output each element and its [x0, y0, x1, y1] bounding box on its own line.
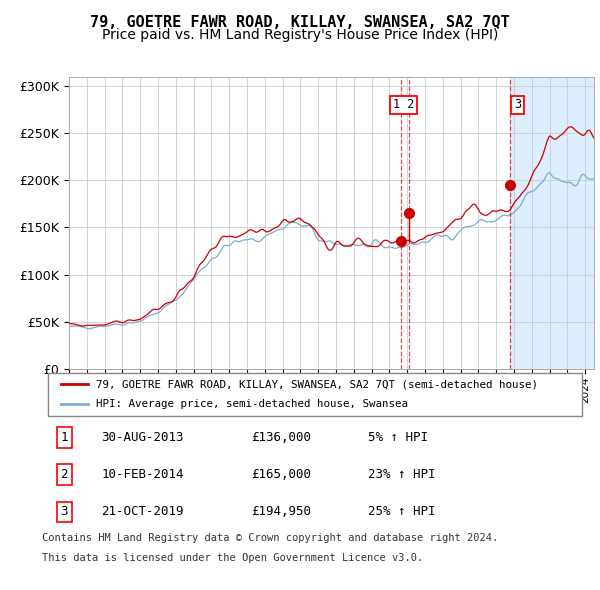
- Text: Contains HM Land Registry data © Crown copyright and database right 2024.: Contains HM Land Registry data © Crown c…: [42, 533, 498, 543]
- Text: 2: 2: [60, 468, 68, 481]
- Text: £165,000: £165,000: [251, 468, 311, 481]
- Text: 3: 3: [60, 505, 68, 519]
- Text: 25% ↑ HPI: 25% ↑ HPI: [368, 505, 436, 519]
- Text: 79, GOETRE FAWR ROAD, KILLAY, SWANSEA, SA2 7QT (semi-detached house): 79, GOETRE FAWR ROAD, KILLAY, SWANSEA, S…: [96, 379, 538, 389]
- Text: 23% ↑ HPI: 23% ↑ HPI: [368, 468, 436, 481]
- Text: This data is licensed under the Open Government Licence v3.0.: This data is licensed under the Open Gov…: [42, 553, 423, 563]
- Text: 1: 1: [60, 431, 68, 444]
- Text: £136,000: £136,000: [251, 431, 311, 444]
- Text: £194,950: £194,950: [251, 505, 311, 519]
- Bar: [511, 77, 594, 369]
- Text: HPI: Average price, semi-detached house, Swansea: HPI: Average price, semi-detached house,…: [96, 399, 408, 409]
- Text: 30-AUG-2013: 30-AUG-2013: [101, 431, 184, 444]
- Text: 10-FEB-2014: 10-FEB-2014: [101, 468, 184, 481]
- FancyBboxPatch shape: [48, 373, 582, 416]
- Text: Price paid vs. HM Land Registry's House Price Index (HPI): Price paid vs. HM Land Registry's House …: [102, 28, 498, 42]
- Text: 79, GOETRE FAWR ROAD, KILLAY, SWANSEA, SA2 7QT: 79, GOETRE FAWR ROAD, KILLAY, SWANSEA, S…: [90, 15, 510, 30]
- Text: 1 2: 1 2: [393, 99, 415, 112]
- Text: 5% ↑ HPI: 5% ↑ HPI: [368, 431, 428, 444]
- Text: 3: 3: [514, 99, 521, 112]
- Text: 21-OCT-2019: 21-OCT-2019: [101, 505, 184, 519]
